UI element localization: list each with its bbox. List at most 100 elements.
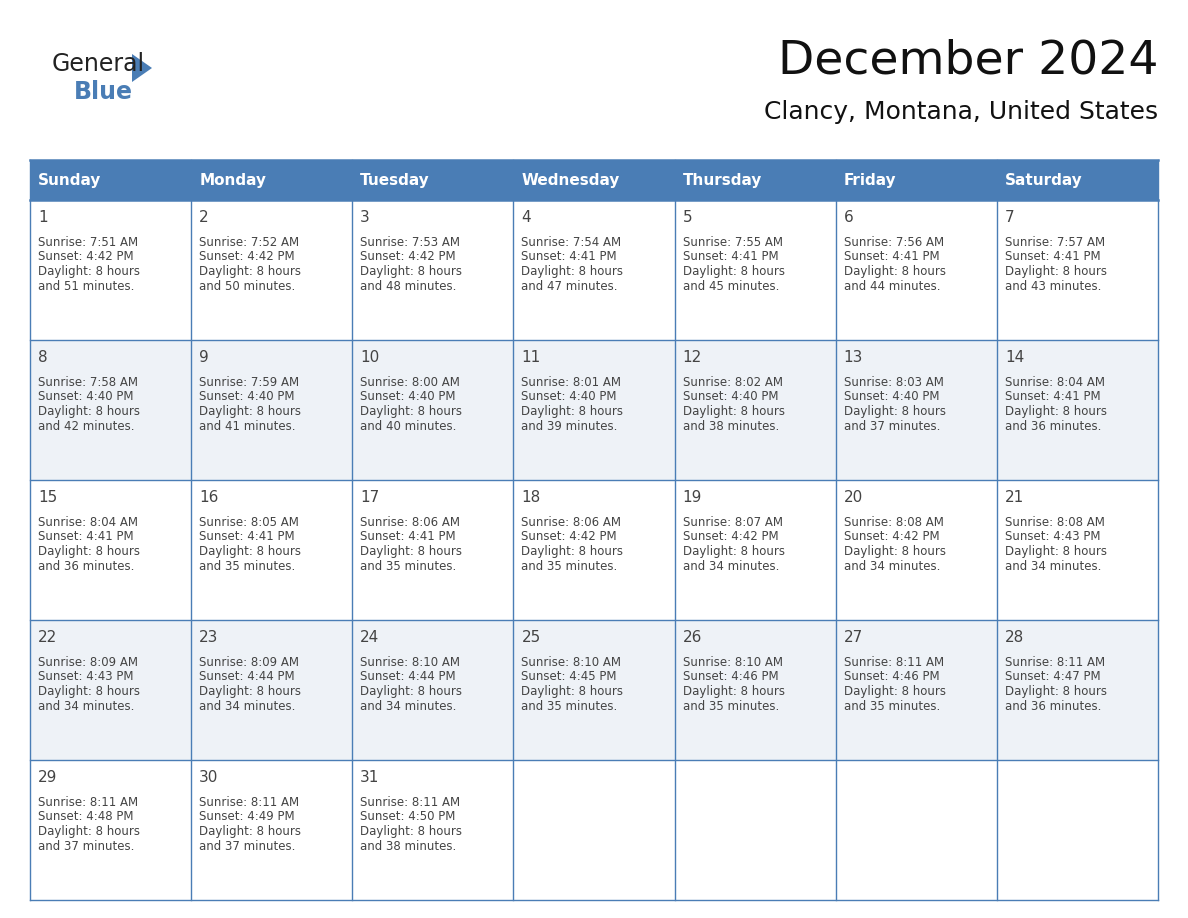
Text: Sunrise: 8:09 AM: Sunrise: 8:09 AM	[38, 656, 138, 669]
Text: Sunset: 4:40 PM: Sunset: 4:40 PM	[843, 390, 940, 404]
Text: Daylight: 8 hours: Daylight: 8 hours	[360, 685, 462, 698]
Text: 20: 20	[843, 490, 862, 505]
Text: Sunset: 4:43 PM: Sunset: 4:43 PM	[38, 670, 133, 684]
Text: and 37 minutes.: and 37 minutes.	[200, 839, 296, 853]
Text: and 38 minutes.: and 38 minutes.	[683, 420, 779, 432]
Text: Sunset: 4:46 PM: Sunset: 4:46 PM	[683, 670, 778, 684]
Text: Sunrise: 8:08 AM: Sunrise: 8:08 AM	[843, 516, 943, 529]
Text: 1: 1	[38, 210, 48, 225]
Text: and 36 minutes.: and 36 minutes.	[1005, 420, 1101, 432]
Text: Sunrise: 8:10 AM: Sunrise: 8:10 AM	[522, 656, 621, 669]
Text: Sunrise: 7:58 AM: Sunrise: 7:58 AM	[38, 376, 138, 389]
Text: Daylight: 8 hours: Daylight: 8 hours	[360, 265, 462, 278]
Text: Daylight: 8 hours: Daylight: 8 hours	[1005, 405, 1107, 418]
Text: and 35 minutes.: and 35 minutes.	[200, 559, 296, 573]
Text: and 39 minutes.: and 39 minutes.	[522, 420, 618, 432]
Text: 3: 3	[360, 210, 369, 225]
Text: Sunrise: 7:51 AM: Sunrise: 7:51 AM	[38, 236, 138, 249]
Text: Sunday: Sunday	[38, 173, 101, 187]
Text: Sunrise: 8:07 AM: Sunrise: 8:07 AM	[683, 516, 783, 529]
Text: Sunset: 4:41 PM: Sunset: 4:41 PM	[1005, 390, 1100, 404]
Bar	[353, 160, 513, 200]
Bar	[30, 200, 1158, 340]
Text: 21: 21	[1005, 490, 1024, 505]
Text: 13: 13	[843, 350, 864, 365]
Text: 9: 9	[200, 350, 209, 365]
Text: 31: 31	[360, 770, 380, 785]
Text: Sunset: 4:44 PM: Sunset: 4:44 PM	[200, 670, 295, 684]
Text: Monday: Monday	[200, 173, 266, 187]
Text: Sunset: 4:40 PM: Sunset: 4:40 PM	[683, 390, 778, 404]
Text: and 34 minutes.: and 34 minutes.	[360, 700, 456, 712]
Text: and 37 minutes.: and 37 minutes.	[843, 420, 940, 432]
Text: 6: 6	[843, 210, 853, 225]
Bar	[675, 160, 835, 200]
Bar	[30, 160, 191, 200]
Text: 25: 25	[522, 630, 541, 645]
Text: Sunrise: 8:11 AM: Sunrise: 8:11 AM	[360, 796, 461, 809]
Text: Sunrise: 8:11 AM: Sunrise: 8:11 AM	[200, 796, 299, 809]
Text: Sunrise: 8:06 AM: Sunrise: 8:06 AM	[360, 516, 460, 529]
Text: and 34 minutes.: and 34 minutes.	[200, 700, 296, 712]
Text: Daylight: 8 hours: Daylight: 8 hours	[200, 685, 301, 698]
Text: 14: 14	[1005, 350, 1024, 365]
Text: Daylight: 8 hours: Daylight: 8 hours	[683, 545, 784, 558]
Text: Clancy, Montana, United States: Clancy, Montana, United States	[764, 100, 1158, 124]
Text: Daylight: 8 hours: Daylight: 8 hours	[683, 265, 784, 278]
Text: General: General	[52, 52, 145, 76]
Text: Sunset: 4:41 PM: Sunset: 4:41 PM	[360, 531, 456, 543]
Text: and 44 minutes.: and 44 minutes.	[843, 279, 940, 293]
Text: Daylight: 8 hours: Daylight: 8 hours	[38, 825, 140, 838]
Text: Daylight: 8 hours: Daylight: 8 hours	[1005, 265, 1107, 278]
Text: Daylight: 8 hours: Daylight: 8 hours	[360, 545, 462, 558]
Text: Sunset: 4:49 PM: Sunset: 4:49 PM	[200, 811, 295, 823]
Text: Blue: Blue	[74, 80, 133, 104]
Text: Sunset: 4:46 PM: Sunset: 4:46 PM	[843, 670, 940, 684]
Text: Daylight: 8 hours: Daylight: 8 hours	[843, 685, 946, 698]
Text: Sunset: 4:42 PM: Sunset: 4:42 PM	[38, 251, 133, 263]
Text: Daylight: 8 hours: Daylight: 8 hours	[522, 685, 624, 698]
Text: 24: 24	[360, 630, 379, 645]
Text: and 51 minutes.: and 51 minutes.	[38, 279, 134, 293]
Text: 30: 30	[200, 770, 219, 785]
Text: Sunset: 4:40 PM: Sunset: 4:40 PM	[38, 390, 133, 404]
Text: Daylight: 8 hours: Daylight: 8 hours	[522, 405, 624, 418]
Bar	[30, 620, 1158, 760]
Text: Sunrise: 8:01 AM: Sunrise: 8:01 AM	[522, 376, 621, 389]
Text: Daylight: 8 hours: Daylight: 8 hours	[843, 265, 946, 278]
Text: 18: 18	[522, 490, 541, 505]
Text: Daylight: 8 hours: Daylight: 8 hours	[522, 545, 624, 558]
Text: December 2024: December 2024	[777, 38, 1158, 83]
Text: Sunrise: 7:54 AM: Sunrise: 7:54 AM	[522, 236, 621, 249]
Text: Daylight: 8 hours: Daylight: 8 hours	[200, 405, 301, 418]
Text: and 40 minutes.: and 40 minutes.	[360, 420, 456, 432]
Polygon shape	[132, 54, 152, 82]
Text: Daylight: 8 hours: Daylight: 8 hours	[683, 685, 784, 698]
Text: Sunset: 4:45 PM: Sunset: 4:45 PM	[522, 670, 617, 684]
Text: Sunrise: 8:10 AM: Sunrise: 8:10 AM	[360, 656, 460, 669]
Text: and 41 minutes.: and 41 minutes.	[200, 420, 296, 432]
Text: Sunset: 4:41 PM: Sunset: 4:41 PM	[38, 531, 133, 543]
Text: Daylight: 8 hours: Daylight: 8 hours	[360, 405, 462, 418]
Text: 29: 29	[38, 770, 57, 785]
Text: Sunset: 4:42 PM: Sunset: 4:42 PM	[683, 531, 778, 543]
Text: and 47 minutes.: and 47 minutes.	[522, 279, 618, 293]
Text: Sunrise: 7:56 AM: Sunrise: 7:56 AM	[843, 236, 943, 249]
Text: Sunrise: 8:04 AM: Sunrise: 8:04 AM	[1005, 376, 1105, 389]
Text: 22: 22	[38, 630, 57, 645]
Text: Sunrise: 8:04 AM: Sunrise: 8:04 AM	[38, 516, 138, 529]
Text: Sunset: 4:42 PM: Sunset: 4:42 PM	[843, 531, 940, 543]
Text: 15: 15	[38, 490, 57, 505]
Text: 23: 23	[200, 630, 219, 645]
Text: and 38 minutes.: and 38 minutes.	[360, 839, 456, 853]
Text: and 35 minutes.: and 35 minutes.	[522, 559, 618, 573]
Text: Sunrise: 8:03 AM: Sunrise: 8:03 AM	[843, 376, 943, 389]
Text: 26: 26	[683, 630, 702, 645]
Text: Daylight: 8 hours: Daylight: 8 hours	[200, 545, 301, 558]
Text: Daylight: 8 hours: Daylight: 8 hours	[38, 545, 140, 558]
Text: and 42 minutes.: and 42 minutes.	[38, 420, 134, 432]
Text: 27: 27	[843, 630, 862, 645]
Text: Sunset: 4:41 PM: Sunset: 4:41 PM	[683, 251, 778, 263]
Text: Sunrise: 8:08 AM: Sunrise: 8:08 AM	[1005, 516, 1105, 529]
Text: Daylight: 8 hours: Daylight: 8 hours	[683, 405, 784, 418]
